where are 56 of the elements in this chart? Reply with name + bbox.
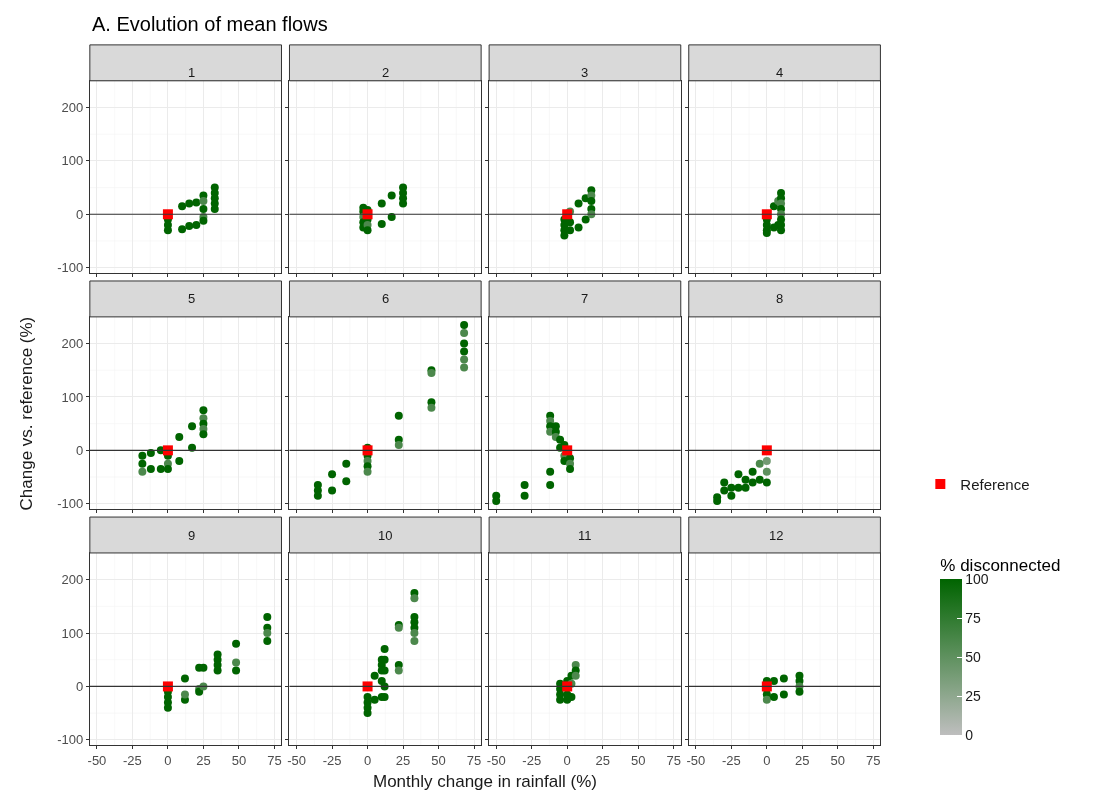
color-bar-label: 50	[965, 649, 982, 666]
x-tick-label: 25	[196, 752, 211, 768]
x-tick-label: 50	[830, 752, 846, 768]
y-tick-label: 100	[61, 625, 84, 641]
y-tick-label: -100	[57, 496, 84, 512]
text: A. Evolution of mean flows	[92, 13, 328, 35]
color-bar-label: 25	[965, 688, 982, 705]
color-bar-label: 0	[965, 727, 974, 744]
color-bar-label: 75	[965, 610, 982, 627]
chart-title: 11	[578, 528, 592, 543]
x-tick-label: 25	[395, 752, 411, 768]
x-tick-label: -50	[87, 752, 107, 768]
y-tick-label: 100	[61, 389, 84, 405]
x-tick-label: 50	[630, 752, 646, 768]
chart-title: 8	[776, 291, 784, 306]
x-tick-label: -25	[721, 752, 741, 768]
chart-title: 2	[382, 65, 390, 80]
chart-title: 3	[581, 65, 589, 80]
x-tick-label: 25	[795, 752, 810, 768]
y-tick-label: 0	[76, 206, 84, 222]
x-tick-label: -50	[287, 752, 306, 768]
x-tick-label: -50	[486, 752, 506, 768]
x-tick-label: 50	[231, 752, 247, 768]
x-tick-label: 0	[563, 752, 571, 768]
x-tick-label: 75	[866, 752, 881, 768]
x-tick-label: 0	[164, 752, 172, 768]
chart-title: 10	[378, 528, 393, 543]
x-tick-label: -25	[322, 752, 342, 768]
x-tick-label: 75	[267, 752, 282, 768]
x-tick-label: -50	[686, 752, 706, 768]
y-tick-label: -100	[57, 732, 84, 748]
y-tick-label: 200	[61, 100, 84, 116]
chart-title: 9	[188, 528, 196, 543]
x-tick-label: 75	[666, 752, 681, 768]
x-tick-label: 25	[595, 752, 610, 768]
chart-title: 6	[382, 291, 390, 306]
legend-label: Reference	[960, 475, 1030, 493]
x-axis-title: Monthly change in rainfall (%)	[373, 772, 597, 791]
y-tick-label: 200	[61, 336, 84, 352]
y-tick-label: -100	[57, 260, 84, 276]
y-tick-label: 0	[76, 678, 84, 694]
y-tick-label: 100	[61, 153, 84, 169]
x-tick-label: 0	[363, 752, 372, 768]
x-tick-label: 75	[466, 752, 482, 768]
x-tick-label: 0	[763, 752, 771, 768]
chart-title: 5	[188, 291, 196, 306]
chart-title: 1	[188, 65, 196, 80]
x-tick-label: 50	[431, 752, 446, 768]
chart-title: 12	[769, 528, 784, 543]
y-tick-label: 0	[76, 442, 84, 458]
chart-title: 4	[776, 65, 784, 80]
x-tick-label: -25	[123, 752, 142, 768]
y-axis-title: Change vs. reference (%)	[17, 316, 37, 511]
y-tick-label: 200	[61, 572, 84, 588]
chart-title: 7	[581, 291, 589, 306]
x-tick-label: -25	[522, 752, 542, 768]
